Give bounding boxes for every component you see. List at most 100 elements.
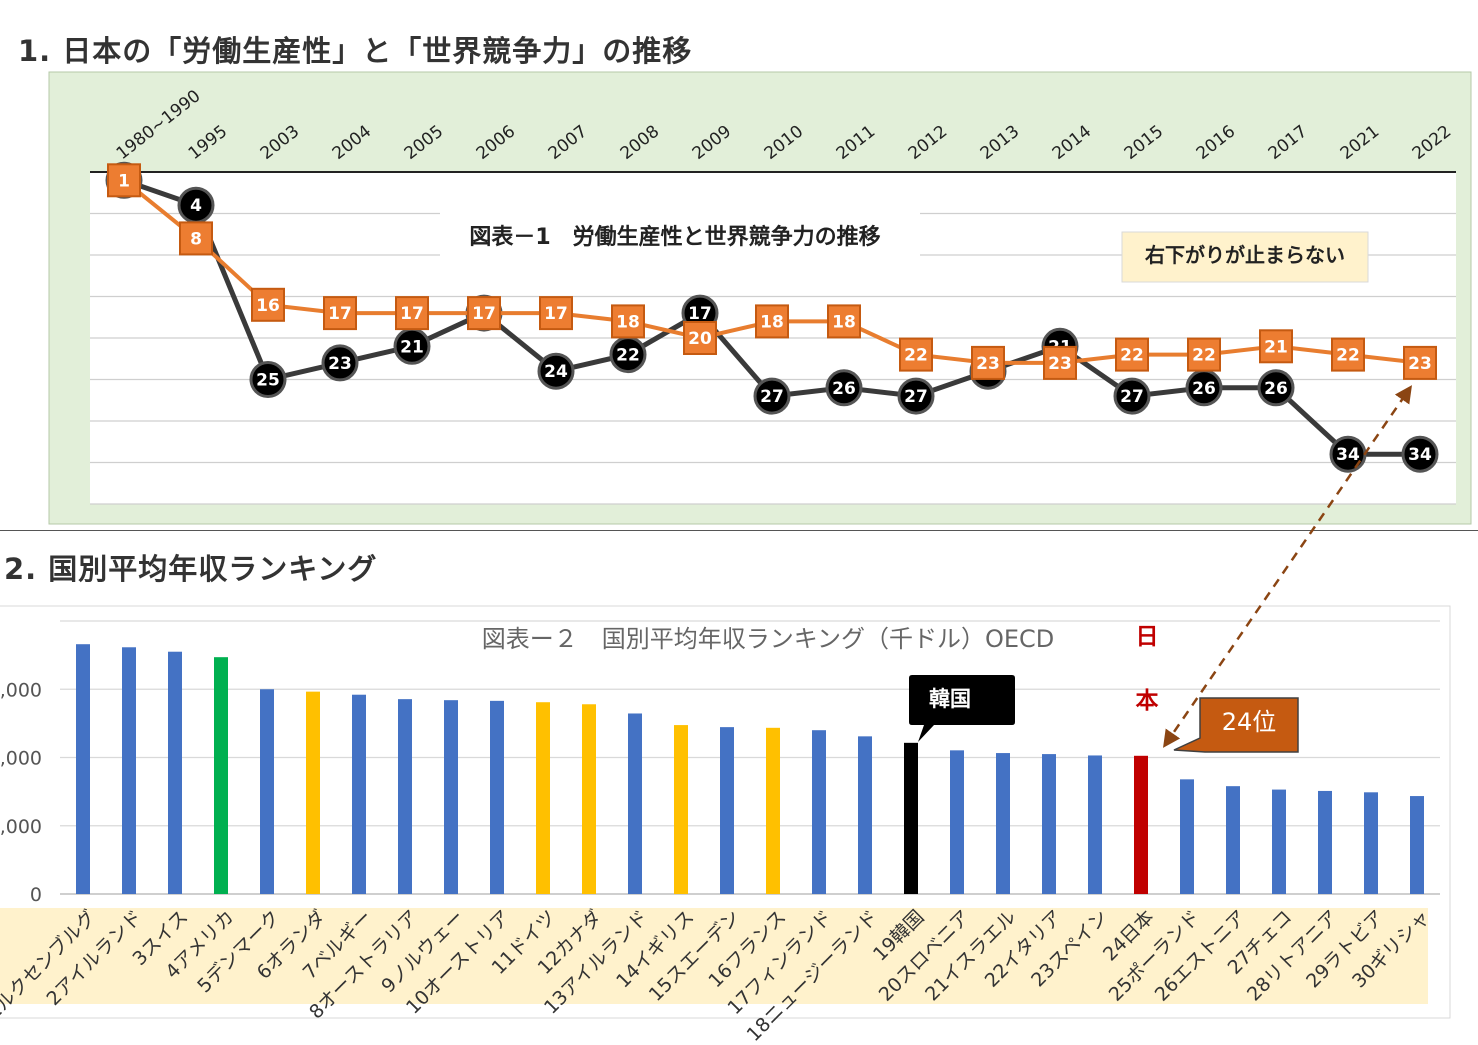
chart2-bar — [858, 736, 872, 894]
chart2-bar — [168, 651, 182, 894]
chart1-point-orange-label: 8 — [190, 229, 202, 249]
chart2-bar — [260, 689, 274, 894]
chart2-y-tick: 0 — [30, 884, 42, 906]
chart2-bar — [536, 702, 550, 894]
chart2-bar — [1318, 790, 1332, 894]
chart1-point-black-label: 22 — [616, 346, 640, 366]
chart1-point-orange-label: 22 — [1120, 346, 1144, 366]
chart1-point-orange — [971, 345, 1005, 380]
chart1-point-black-label: 17 — [688, 304, 712, 324]
chart1-point-orange-label: 23 — [1048, 354, 1072, 374]
chart1-point-orange — [323, 296, 357, 331]
chart2-bar — [1364, 792, 1378, 894]
chart1-point-orange-label: 18 — [832, 312, 856, 332]
chart1-point-orange-label: 17 — [328, 304, 352, 324]
chart1-point-orange-label: 17 — [544, 304, 568, 324]
chart2-bar — [214, 657, 228, 894]
chart1-point-black — [321, 344, 359, 382]
chart1-point-orange — [827, 304, 861, 339]
chart2-bar — [1042, 754, 1056, 894]
chart2-bar — [490, 700, 504, 894]
chart2-bar — [1410, 796, 1424, 894]
chart2-label-band — [0, 908, 1428, 1004]
chart2-bar — [1180, 779, 1194, 894]
chart1-point-black — [753, 377, 791, 415]
chart1-title: 図表－1 労働生産性と世界競争力の推移 — [469, 224, 880, 250]
chart1-point-orange-label: 21 — [1264, 337, 1288, 357]
chart2-bar — [812, 730, 826, 894]
chart1-point-black-label: 4 — [190, 196, 202, 216]
chart1-point-orange — [899, 337, 933, 372]
chart1-point-orange — [1403, 345, 1437, 380]
chart2-bar — [122, 647, 136, 894]
chart2-bar — [398, 699, 412, 894]
chart1-point-orange-label: 1 — [118, 171, 130, 191]
chart1-point-orange — [1331, 337, 1365, 372]
section-divider — [0, 530, 1478, 531]
japan-label-2: 本 — [1136, 688, 1159, 714]
chart2-bar — [352, 694, 366, 894]
chart1-point-orange — [1043, 345, 1077, 380]
section1-heading: 1. 日本の「労働生産性」と「世界競争力」の推移 — [18, 34, 693, 68]
chart2-y-tick: ,000 — [0, 748, 42, 770]
japan-rank-label: 24位 — [1222, 708, 1277, 736]
chart2-bar — [444, 700, 458, 894]
chart1-point-black-label: 26 — [832, 379, 856, 399]
chart1-point-orange-label: 23 — [1408, 354, 1432, 374]
chart1-title-bg — [440, 212, 920, 260]
chart2-bar — [766, 727, 780, 894]
chart2-bar — [582, 704, 596, 894]
chart2-bar — [1272, 789, 1286, 894]
chart1-point-orange — [179, 221, 213, 256]
chart1-point-orange-label: 18 — [616, 312, 640, 332]
chart1-point-orange — [251, 287, 285, 322]
chart1-point-black-label: 25 — [256, 371, 280, 391]
chart1-point-black-label: 27 — [904, 387, 928, 407]
chart1-point-orange — [539, 296, 573, 331]
japan-label-1: 日 — [1136, 624, 1159, 650]
chart1-point-black — [249, 361, 287, 398]
chart1-point-black-label: 34 — [1408, 445, 1432, 465]
chart2-title: 図表ー２ 国別平均年収ランキング（千ドル）OECD — [482, 625, 1055, 653]
chart2-bar — [1088, 755, 1102, 894]
korea-callout-label: 韓国 — [929, 687, 971, 711]
connector-arrow — [1163, 385, 1412, 748]
chart2-bar — [1226, 786, 1240, 894]
chart1-point-orange-label: 17 — [400, 304, 424, 324]
korea-callout — [909, 675, 1015, 742]
chart2-bar — [904, 742, 918, 894]
chart1-point-orange-label: 20 — [688, 329, 712, 349]
chart1-point-black-label: 24 — [544, 362, 568, 382]
chart1-point-orange-label: 22 — [1336, 346, 1360, 366]
chart2-bar — [306, 691, 320, 894]
chart2-bar — [720, 727, 734, 894]
chart1-point-orange-label: 22 — [1192, 346, 1216, 366]
chart1-point-orange — [755, 304, 789, 339]
chart1-point-orange — [683, 321, 717, 355]
chart2-y-tick: ,000 — [0, 679, 42, 701]
chart2-bar — [950, 750, 964, 894]
chart1-point-orange-label: 23 — [976, 354, 1000, 374]
chart2-y-tick: ,000 — [0, 816, 42, 838]
chart2-bar — [1134, 755, 1148, 894]
chart1-point-orange — [107, 163, 141, 198]
chart1-point-black — [825, 369, 863, 407]
chart1-callout-box — [1121, 231, 1369, 283]
chart1-point-orange — [1259, 329, 1293, 364]
chart1-point-orange — [611, 304, 645, 339]
chart1-point-black — [897, 377, 935, 415]
chart1-point-orange-label: 18 — [760, 312, 784, 332]
chart1-point-orange-label: 17 — [472, 304, 496, 324]
section2-heading: 2. 国別平均年収ランキング — [4, 552, 378, 586]
chart1-point-black-label: 23 — [328, 354, 352, 374]
chart2-bar — [996, 753, 1010, 894]
chart1-point-black — [537, 352, 575, 390]
chart1-point-orange — [1187, 337, 1221, 372]
chart2-bar — [76, 644, 90, 894]
chart1-point-black — [1113, 377, 1151, 415]
chart1-point-black-label: 27 — [760, 387, 784, 407]
chart1-point-orange — [395, 296, 429, 331]
chart1-point-orange-label: 22 — [904, 346, 928, 366]
chart1-point-orange — [467, 296, 501, 331]
